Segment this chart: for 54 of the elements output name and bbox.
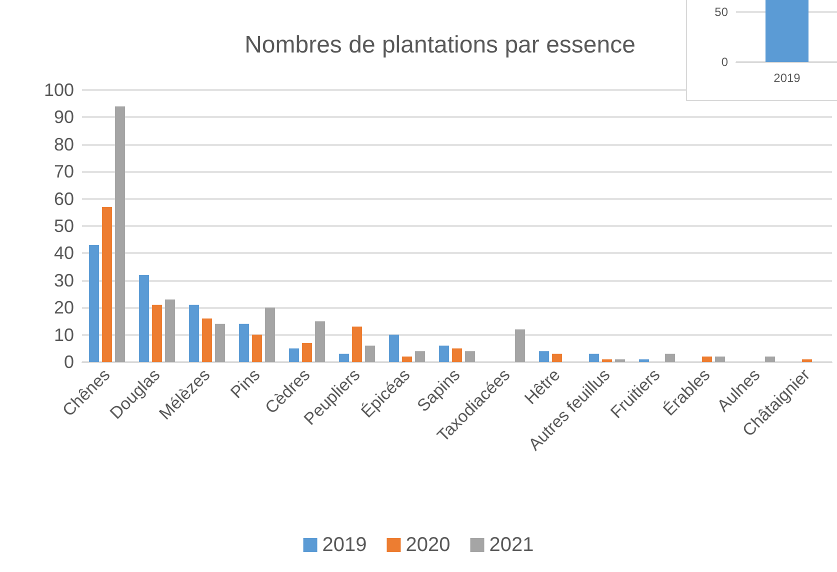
y-tick-label: 80 [54, 134, 74, 154]
y-tick-label: 0 [721, 55, 728, 69]
y-tick-label: 20 [54, 298, 74, 318]
bar [315, 321, 325, 362]
y-tick-label: 90 [54, 107, 74, 128]
bar [89, 245, 99, 362]
y-tick-label: 50 [54, 216, 74, 236]
x-tick-label: Pins [226, 365, 264, 402]
bar [302, 342, 312, 362]
bar [139, 274, 149, 362]
chart-title: Nombres de plantations par essence [244, 32, 636, 58]
bar [515, 329, 525, 362]
bar [765, 356, 775, 362]
y-tick-label: 70 [54, 162, 74, 182]
bar [552, 354, 562, 362]
bar [239, 324, 249, 362]
bar [102, 206, 112, 362]
bar [365, 346, 375, 362]
bar [439, 346, 449, 362]
bar [602, 359, 612, 362]
bar [702, 356, 712, 362]
y-tick-label: 50 [714, 5, 728, 19]
bar [289, 348, 299, 362]
bar [415, 351, 425, 362]
bar [152, 304, 162, 362]
bar [402, 356, 412, 362]
bar [165, 299, 175, 362]
y-tick-label: 10 [54, 324, 74, 345]
bar [352, 326, 362, 362]
bar [615, 359, 625, 362]
y-tick-label: 40 [54, 243, 74, 264]
legend-label: 2019 [322, 534, 367, 556]
bar [452, 348, 462, 362]
bar [465, 351, 475, 362]
y-tick-label: 0 [64, 352, 74, 372]
bar [539, 351, 549, 362]
bar [639, 359, 649, 362]
bar [715, 356, 725, 362]
legend-label: 2021 [489, 534, 534, 556]
bar [802, 359, 812, 362]
bar [252, 334, 262, 362]
bar [339, 354, 349, 362]
bar [265, 308, 275, 362]
y-tick-label: 100 [44, 80, 74, 100]
bar [215, 324, 225, 362]
legend-label: 2020 [406, 534, 450, 556]
bar [665, 354, 675, 362]
y-tick-label: 30 [54, 270, 74, 290]
bar [589, 354, 599, 362]
y-tick-label: 60 [54, 188, 74, 209]
bar [389, 334, 399, 362]
bar [115, 106, 125, 362]
bar [202, 318, 212, 362]
bar [189, 304, 199, 362]
